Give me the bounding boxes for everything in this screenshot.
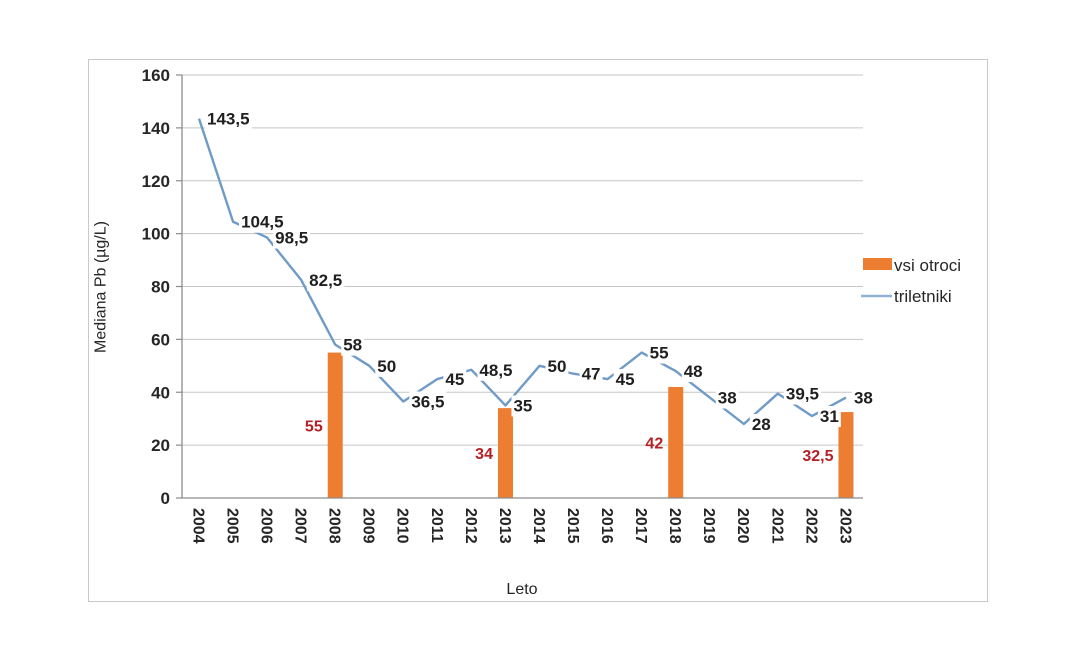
x-tick-label: 2018 (666, 508, 683, 544)
label-background (545, 355, 569, 377)
x-tick-label: 2014 (530, 508, 547, 544)
label-background (443, 369, 467, 391)
x-tick-label: 2006 (258, 508, 275, 544)
x-tick-label: 2013 (496, 508, 513, 544)
x-axis-title: Leto (506, 581, 537, 598)
x-tick-label: 2021 (768, 508, 785, 544)
label-background (307, 269, 345, 291)
line-series (197, 118, 847, 426)
x-tick-label: 2010 (394, 508, 411, 544)
x-tick-label: 2022 (802, 508, 819, 544)
bar (327, 352, 343, 498)
x-tick-label: 2005 (223, 508, 240, 544)
x-tick-label: 2023 (836, 508, 853, 544)
label-background (511, 395, 535, 417)
y-tick-label: 20 (151, 436, 170, 455)
bar-value-label: 42 (645, 435, 663, 452)
y-tick-label: 80 (151, 278, 170, 297)
point-value-label: 143,5 (207, 110, 250, 129)
bar-value-label: 34 (475, 446, 493, 463)
point-value-label: 35 (513, 396, 532, 415)
axes (181, 75, 863, 499)
x-tick-label: 2012 (462, 508, 479, 544)
x-tick-label: 2016 (598, 508, 615, 544)
legend-label-triletniki: triletniki (894, 287, 952, 306)
label-background (205, 108, 252, 130)
point-value-label: 50 (377, 357, 396, 376)
label-background (613, 369, 637, 391)
bar (497, 408, 513, 498)
legend: vsi otroci triletniki (861, 256, 961, 306)
label-background (477, 359, 515, 381)
label-background (273, 227, 311, 249)
y-tick-label: 60 (151, 330, 170, 349)
point-value-label: 55 (650, 344, 669, 363)
x-tick-label: 2004 (189, 508, 206, 544)
label-background (341, 334, 365, 356)
label-background (749, 413, 773, 435)
point-value-label: 48,5 (479, 361, 512, 380)
point-value-label: 98,5 (275, 229, 308, 248)
bar-series (327, 352, 854, 498)
x-tick-label: 2011 (428, 508, 445, 543)
point-value-label: 38 (718, 389, 737, 408)
y-tick-label: 100 (142, 225, 170, 244)
x-tick-label: 2020 (734, 508, 751, 544)
x-tick-label: 2008 (326, 508, 343, 544)
bar (668, 386, 684, 498)
point-value-label: 45 (616, 370, 635, 389)
point-value-label: 31 (820, 407, 839, 426)
point-value-label: 50 (548, 357, 567, 376)
point-value-label: 58 (343, 336, 362, 355)
x-axis-labels: 2004 2005 2006 2007 2008 2009 2010 2011 2012 2013… (189, 508, 853, 544)
legend-label-vsi-otroci: vsi otroci (894, 256, 961, 275)
bar-value-label: 32,5 (802, 448, 833, 465)
y-tick-label: 0 (161, 489, 170, 508)
y-tick-label: 40 (151, 383, 170, 402)
label-background (375, 355, 399, 377)
trend-line (197, 118, 847, 426)
y-axis-labels: 0 20 40 60 80 100 120 140 160 (142, 66, 182, 508)
point-value-label: 38 (854, 389, 873, 408)
point-value-label: 82,5 (309, 271, 342, 290)
point-value-label: 39,5 (786, 385, 819, 404)
legend-swatch-vsi-otroci (863, 258, 892, 270)
point-value-label: 28 (752, 415, 771, 434)
point-value-label: 104,5 (241, 213, 284, 232)
point-value-label: 36,5 (411, 393, 444, 412)
point-value-label: 48 (684, 362, 703, 381)
point-value-label: 45 (445, 370, 464, 389)
x-tick-label: 2007 (292, 508, 309, 544)
label-background (851, 387, 875, 409)
bar (838, 412, 854, 498)
label-background (239, 211, 286, 233)
x-tick-label: 2017 (632, 508, 649, 544)
x-tick-label: 2009 (360, 508, 377, 544)
y-tick-label: 160 (142, 66, 170, 85)
y-tick-label: 120 (142, 172, 170, 191)
point-value-label: 47 (582, 365, 601, 384)
label-background (783, 383, 821, 405)
label-background (715, 387, 739, 409)
chart-frame-border (88, 59, 988, 602)
label-background (409, 391, 447, 413)
label-background (817, 406, 841, 428)
x-tick-label: 2019 (700, 508, 717, 544)
x-tick-label: 2015 (564, 508, 581, 544)
label-background (681, 361, 705, 383)
y-tick-label: 140 (142, 119, 170, 138)
y-axis-title: Mediana Pb (µg/L) (93, 221, 110, 353)
bar-value-label: 55 (305, 418, 323, 435)
label-background (579, 363, 603, 385)
label-background (647, 342, 671, 364)
lead-levels-chart: 2004 2005 2006 2007 2008 2009 2010 2011 2012 2013… (88, 59, 988, 602)
